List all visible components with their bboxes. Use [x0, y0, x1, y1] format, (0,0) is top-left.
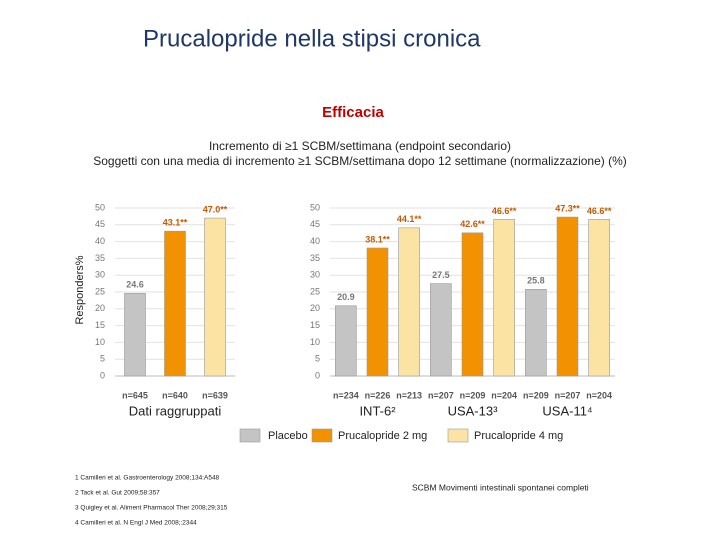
bar	[525, 289, 547, 377]
n-label: n=639	[202, 390, 228, 400]
bar	[164, 230, 186, 377]
y-tick-label: 10	[310, 337, 320, 347]
y-tick-label: 20	[95, 303, 105, 313]
footnote: 1 Camilleri et al. Gastroenterology 2008…	[75, 475, 220, 482]
value-label: 25.8	[527, 276, 545, 286]
section: Efficacia	[322, 104, 384, 121]
y-tick-label: 45	[95, 219, 105, 229]
category-label: USA-11⁴	[542, 403, 592, 418]
y-axis-label: Responders%	[74, 255, 86, 324]
value-label: 42.6**	[460, 219, 485, 229]
bar	[556, 216, 579, 377]
y-tick-label: 10	[95, 337, 105, 347]
n-label: n=226	[365, 390, 391, 400]
n-label: n=640	[162, 390, 188, 400]
subtitle: Soggetti con una media di incremento ≥1 …	[93, 154, 627, 168]
value-label: 24.6	[126, 280, 144, 290]
bar	[335, 305, 357, 377]
bar	[124, 293, 146, 377]
bar	[461, 232, 484, 377]
y-tick-label: 45	[310, 219, 320, 229]
value-label: 44.1**	[397, 214, 422, 224]
y-tick-label: 50	[95, 202, 105, 212]
legend-label: Prucalopride 2 mg	[338, 430, 427, 442]
value-label: 47.3**	[555, 203, 580, 213]
y-tick-label: 0	[100, 370, 105, 380]
n-label: n=207	[428, 390, 454, 400]
legend-swatch	[311, 428, 333, 443]
bar	[204, 217, 226, 377]
category-label: INT-6²	[359, 403, 396, 418]
value-label: 27.5	[432, 270, 450, 280]
y-tick-label: 20	[310, 303, 320, 313]
footnote: 2 Tack et al. Gut 2009;58:357	[75, 490, 160, 497]
value-label: 47.0**	[203, 204, 228, 214]
n-label: n=204	[491, 390, 517, 400]
subtitle: Incremento di ≥1 SCBM/settimana (endpoin…	[209, 139, 511, 153]
legend-swatch	[239, 428, 261, 443]
n-label: n=209	[523, 390, 549, 400]
note: SCBM Movimenti intestinali spontanei com…	[412, 482, 589, 492]
category-label: USA-13³	[448, 403, 499, 418]
y-tick-label: 30	[310, 270, 320, 280]
y-tick-label: 5	[315, 354, 320, 364]
n-label: n=234	[333, 390, 359, 400]
y-tick-label: 25	[310, 286, 320, 296]
n-label: n=213	[396, 390, 422, 400]
legend-swatch	[447, 428, 469, 443]
value-label: 46.6**	[587, 206, 612, 216]
y-tick-label: 0	[315, 370, 320, 380]
y-tick-label: 40	[310, 236, 320, 246]
bar	[493, 219, 515, 377]
legend-label: Prucalopride 4 mg	[474, 430, 563, 442]
y-tick-label: 50	[310, 202, 320, 212]
category-label: Dati raggruppati	[129, 403, 222, 418]
value-label: 43.1**	[163, 218, 188, 228]
y-tick-label: 35	[95, 253, 105, 263]
n-label: n=209	[460, 390, 486, 400]
legend-label: Placebo	[268, 430, 308, 442]
title: Prucalopride nella stipsi cronica	[143, 25, 481, 52]
y-tick-label: 15	[95, 320, 105, 330]
bar	[398, 227, 420, 377]
footnote: 4 Camilleri et al. N Engl J Med 2008;:23…	[75, 520, 197, 527]
n-label: n=207	[555, 390, 581, 400]
footnote: 3 Quigley et al. Aliment Pharmacol Ther …	[75, 505, 228, 512]
y-tick-label: 35	[310, 253, 320, 263]
y-tick-label: 5	[100, 354, 105, 364]
bar	[430, 283, 452, 377]
y-tick-label: 40	[95, 236, 105, 246]
value-label: 46.6**	[492, 206, 517, 216]
y-tick-label: 25	[95, 286, 105, 296]
bar	[588, 219, 610, 377]
bar	[366, 247, 389, 377]
value-label: 38.1**	[365, 234, 390, 244]
y-tick-label: 15	[310, 320, 320, 330]
y-tick-label: 30	[95, 270, 105, 280]
n-label: n=204	[586, 390, 612, 400]
n-label: n=645	[122, 390, 148, 400]
value-label: 20.9	[337, 292, 355, 302]
